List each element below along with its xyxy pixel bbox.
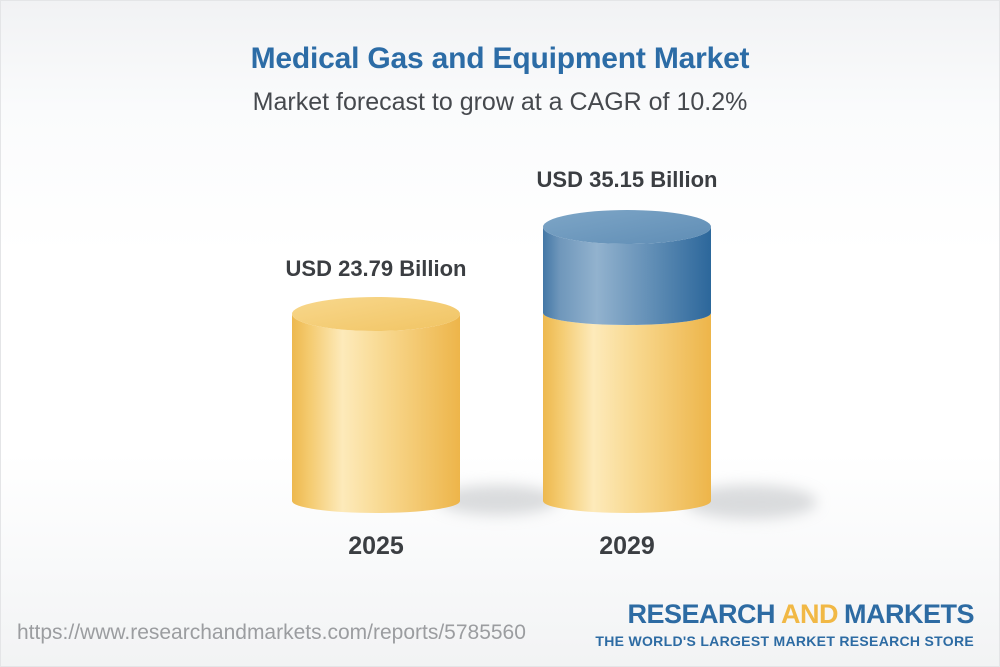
bar-2029-base-segment [543, 313, 711, 513]
logo-word-and: AND [781, 599, 839, 629]
bar-shadows [438, 485, 817, 519]
bar-category-label-2025: 2025 [348, 532, 404, 560]
bar-2025-shadow [438, 485, 558, 515]
bar-2029-cylinder [543, 210, 711, 513]
report-url: https://www.researchandmarkets.com/repor… [17, 621, 526, 644]
logo-wordmark: RESEARCH AND MARKETS [595, 601, 974, 628]
research-and-markets-logo: RESEARCH AND MARKETS THE WORLD'S LARGEST M… [595, 601, 974, 650]
bar-2025-body [292, 314, 460, 513]
page-title: Medical Gas and Equipment Market [250, 42, 750, 75]
logo-word-markets: MARKETS [844, 599, 975, 629]
bar-2029-forecast-segment [543, 227, 711, 325]
page-subtitle: Market forecast to grow at a CAGR of 10.… [252, 88, 748, 116]
logo-tagline: THE WORLD'S LARGEST MARKET RESEARCH STOR… [595, 633, 974, 649]
bar-2029-top-face [543, 210, 711, 244]
bar-value-label-2029: USD 35.15 Billion [536, 167, 718, 192]
bar-category-label-2029: 2029 [599, 532, 655, 560]
logo-word-research: RESEARCH [627, 599, 775, 629]
bar-2025-cylinder [292, 297, 460, 513]
bar-2025-top-face [292, 297, 460, 331]
bar-value-label-2025: USD 23.79 Billion [285, 256, 467, 281]
bar-2029-shadow [685, 485, 817, 519]
